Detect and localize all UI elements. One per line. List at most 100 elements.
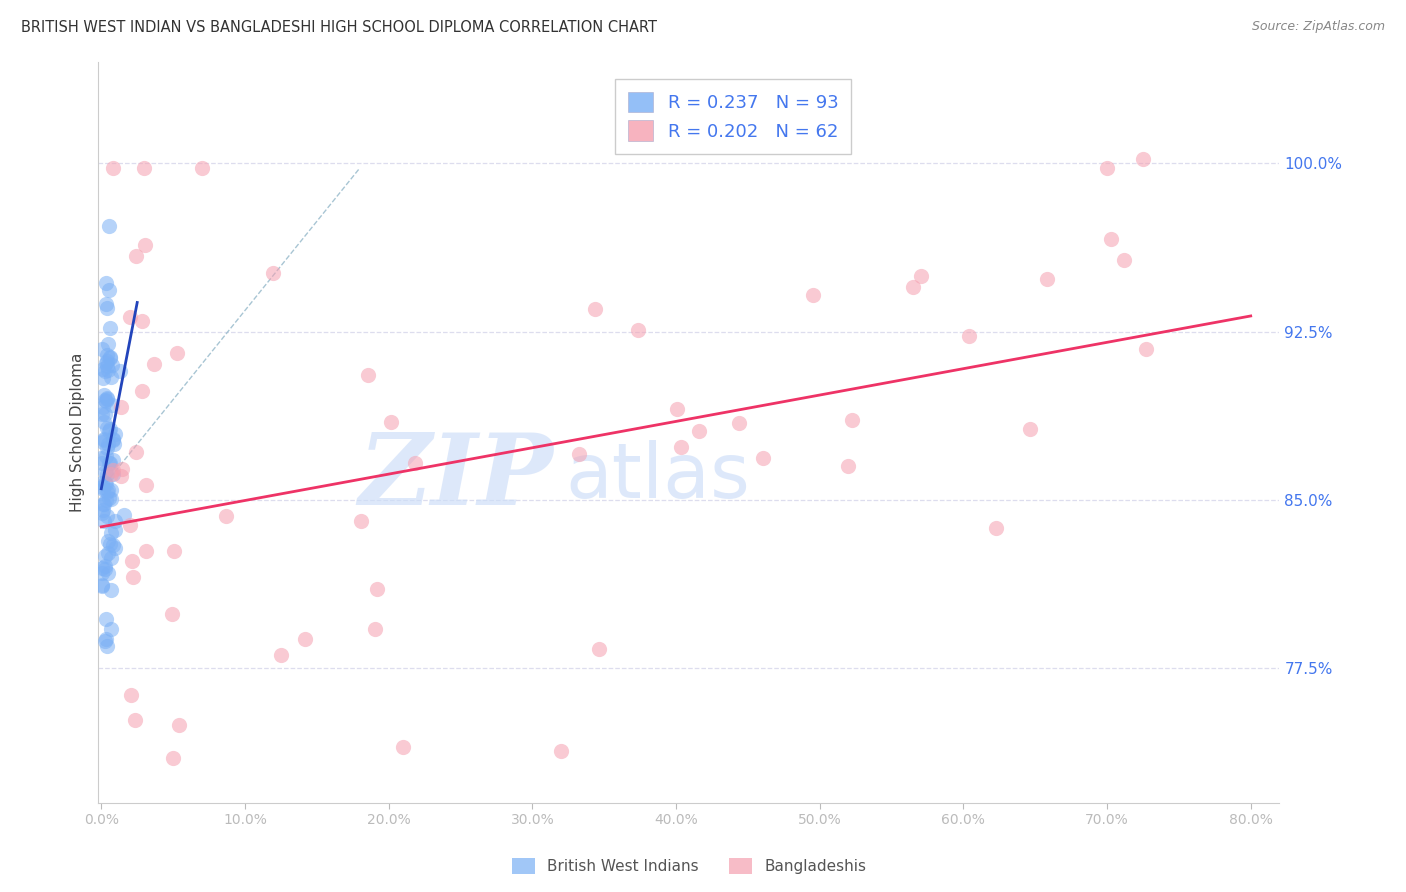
Point [957,328,980,343]
Point [837,458,859,473]
Point [125,249,148,263]
Point [380,415,402,429]
Point [103,426,125,441]
Point [135,478,157,492]
Point [100,467,122,481]
Point [392,739,415,754]
Point [94,632,117,646]
Point [93,476,115,491]
Point [728,416,751,430]
Point [98,456,121,470]
Point [96,391,118,405]
Point [110,401,132,415]
Point [131,384,153,398]
Point [96,508,118,523]
Point [1099,232,1122,246]
Point [97,437,120,451]
Point [110,469,132,483]
Point [101,467,124,481]
Point [96,392,118,406]
Point [134,161,156,175]
Point [627,323,650,337]
Point [93,558,115,573]
Point [97,483,120,497]
Point [93,432,115,446]
Point [101,463,124,477]
Point [90,408,112,422]
Point [97,491,120,506]
Point [364,623,387,637]
Point [167,718,190,732]
Point [96,359,118,374]
Point [103,436,125,450]
Point [162,607,184,621]
Point [94,364,117,378]
Point [262,267,284,281]
Point [901,280,924,294]
Point [91,482,114,496]
Point [94,276,117,290]
Point [752,450,775,465]
Point [96,449,118,463]
Point [93,497,115,511]
Text: Source: ZipAtlas.com: Source: ZipAtlas.com [1251,20,1385,33]
Point [94,633,117,648]
Point [100,398,122,412]
Point [97,219,120,233]
Point [135,543,157,558]
Point [1132,152,1154,166]
Point [121,570,143,584]
Point [98,351,121,365]
Point [108,363,131,377]
Point [91,566,114,580]
Point [90,507,112,521]
Point [96,421,118,435]
Point [96,639,118,653]
Point [112,508,135,522]
Point [366,582,388,597]
Point [97,336,120,351]
Point [103,434,125,448]
Point [100,483,122,497]
Point [91,362,114,376]
Point [215,508,238,523]
Point [97,362,120,376]
Point [96,356,118,370]
Point [100,583,122,598]
Point [166,345,188,359]
Point [101,538,124,552]
Point [96,492,118,507]
Point [841,413,863,427]
Point [93,388,115,402]
Point [96,301,118,316]
Point [90,456,112,470]
Point [94,612,117,626]
Point [120,310,142,325]
Point [688,424,710,438]
Point [357,368,380,382]
Point [98,351,121,366]
Point [91,435,114,450]
Point [96,348,118,362]
Point [100,370,122,384]
Legend: British West Indians, Bangladeshis: British West Indians, Bangladeshis [506,852,872,880]
Point [96,441,118,455]
Point [91,578,114,592]
Point [101,161,124,175]
Point [191,161,214,175]
Point [294,632,316,647]
Point [100,551,122,566]
Point [121,554,143,568]
Point [104,524,127,538]
Point [1035,272,1057,286]
Point [350,514,373,528]
Point [94,297,117,311]
Point [97,284,120,298]
Point [404,456,426,470]
Point [162,751,184,765]
Point [986,521,1008,535]
Point [120,688,142,702]
Point [91,502,114,516]
Point [1095,161,1118,175]
Point [94,477,117,491]
